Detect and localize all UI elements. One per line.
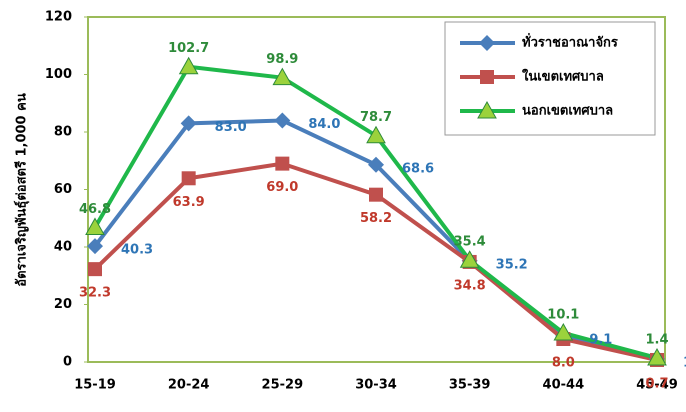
data-label: 8.0 bbox=[552, 356, 575, 371]
data-label: 35.2 bbox=[496, 257, 528, 272]
data-label: 35.4 bbox=[454, 235, 486, 250]
x-tick-label: 40-44 bbox=[543, 378, 585, 393]
data-label: 78.7 bbox=[360, 110, 392, 125]
y-axis-label: อัตราเจริญพันธุ์ต่อสตรี 1,000 คน bbox=[14, 93, 30, 287]
legend-marker bbox=[480, 70, 494, 84]
x-tick-label: 15-19 bbox=[74, 378, 116, 393]
data-label: 0.7 bbox=[645, 376, 668, 391]
data-label: 34.8 bbox=[454, 278, 486, 293]
legend-label: ในเขตเทศบาล bbox=[522, 68, 604, 85]
data-label: 83.0 bbox=[215, 120, 247, 135]
chart: อัตราเจริญพันธุ์ต่อสตรี 1,000 คน 0 20 40 60… bbox=[0, 0, 686, 412]
legend-label: นอกเขตเทศบาล bbox=[522, 104, 613, 119]
data-label: 102.7 bbox=[168, 41, 209, 56]
x-tick-label: 30-34 bbox=[355, 378, 397, 393]
y-tick-label: 40 bbox=[54, 240, 72, 255]
legend-label: ทั่วราชอาณาจักร bbox=[522, 33, 618, 51]
data-label: 40.3 bbox=[121, 243, 153, 258]
data-label: 68.6 bbox=[402, 161, 434, 176]
data-label: 69.0 bbox=[266, 180, 298, 195]
data-label: 1.4 bbox=[645, 332, 668, 347]
marker bbox=[369, 188, 383, 202]
y-tick-label: 60 bbox=[54, 182, 72, 197]
data-label: 58.2 bbox=[360, 211, 392, 226]
x-tick-label: 35-39 bbox=[449, 378, 491, 393]
marker bbox=[182, 171, 196, 185]
y-tick-label: 0 bbox=[63, 355, 72, 370]
data-label: 10.1 bbox=[547, 307, 579, 322]
marker bbox=[88, 262, 102, 276]
y-tick-label: 80 bbox=[54, 125, 72, 140]
data-label: 63.9 bbox=[173, 195, 205, 210]
data-label: 98.9 bbox=[266, 52, 298, 67]
data-label: 32.3 bbox=[79, 286, 111, 301]
data-label: 9.1 bbox=[589, 332, 612, 347]
data-label: 84.0 bbox=[308, 117, 340, 132]
marker bbox=[275, 157, 289, 171]
series-line bbox=[95, 121, 657, 359]
marker bbox=[274, 113, 290, 129]
y-tick-label: 120 bbox=[45, 10, 72, 25]
y-tick-label: 100 bbox=[45, 67, 72, 82]
data-label: 46.8 bbox=[79, 202, 111, 217]
marker bbox=[367, 127, 385, 143]
x-tick-label: 25-29 bbox=[262, 378, 304, 393]
y-tick-label: 20 bbox=[54, 297, 72, 312]
x-tick-label: 20-24 bbox=[168, 378, 210, 393]
